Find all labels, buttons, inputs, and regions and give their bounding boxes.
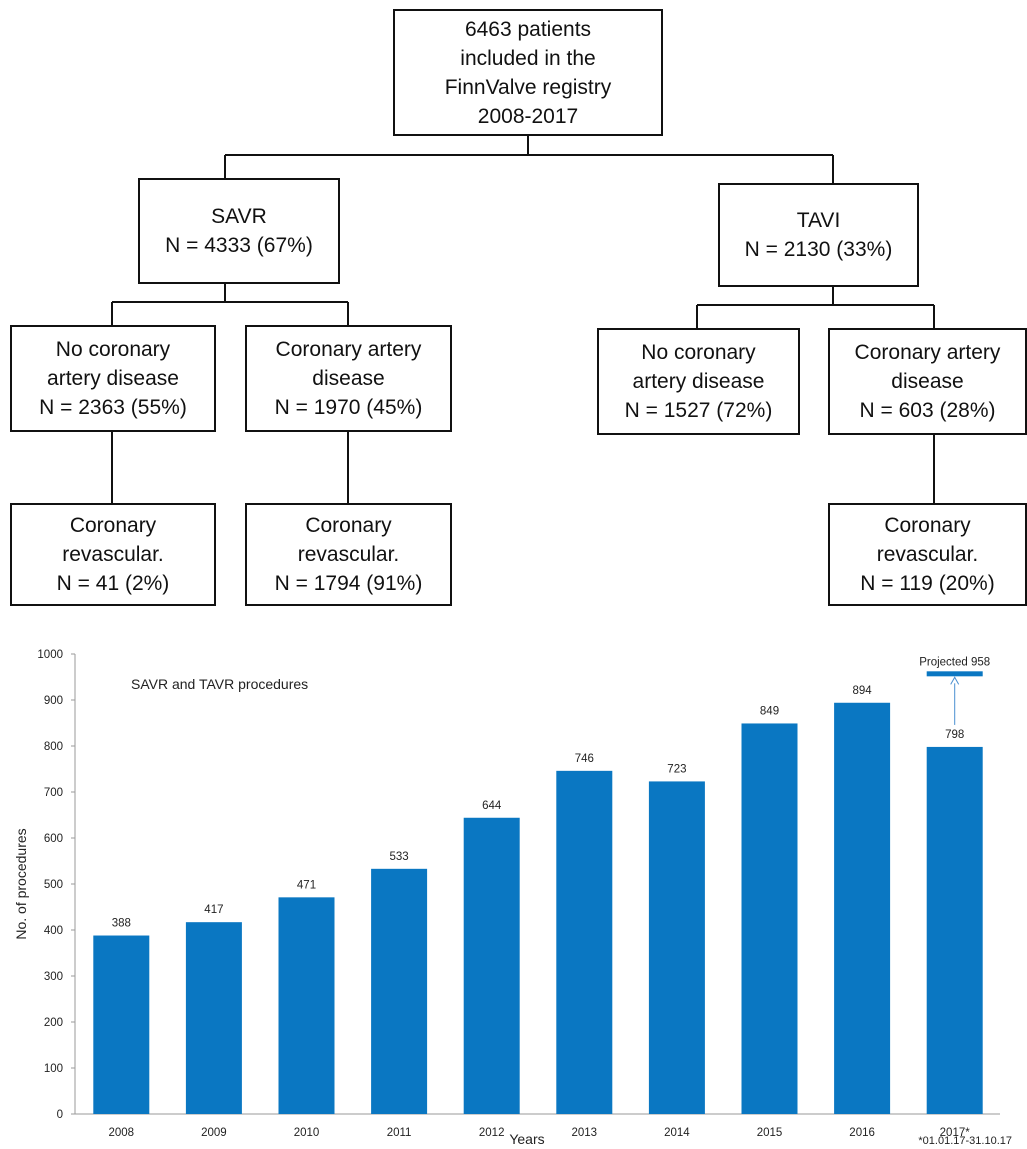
savr-box: SAVR N = 4333 (67%) — [138, 178, 340, 284]
savr-no-cad-line-1: No coronary — [55, 338, 171, 361]
savr-line-2: N = 4333 (67%) — [165, 234, 313, 257]
y-axis-title: No. of procedures — [13, 828, 29, 939]
x-axis-title: Years — [509, 1131, 544, 1147]
x-tick-label: 2015 — [757, 1127, 783, 1139]
bar-2013 — [556, 770, 613, 1114]
x-tick-label: 2013 — [572, 1127, 598, 1139]
root-line-2: included in the — [460, 46, 596, 70]
y-tick-label: 0 — [57, 1109, 63, 1121]
bar-2009 — [185, 922, 242, 1114]
tavi-no-cad-box: No coronary artery disease N = 1527 (72%… — [597, 328, 800, 435]
chart-title: SAVR and TAVR procedures — [131, 676, 308, 692]
y-tick-label: 500 — [44, 879, 63, 891]
savr-no-cad-line-3: N = 2363 (55%) — [39, 396, 187, 419]
tavi-cad-revasc-line-3: N = 119 (20%) — [860, 572, 995, 595]
savr-no-cad-revasc-line-1: Coronary — [69, 514, 157, 537]
savr-no-cad-revasc-box: Coronary revascular. N = 41 (2%) — [10, 503, 216, 606]
value-label: 894 — [853, 685, 873, 697]
x-tick-label: 2008 — [109, 1127, 135, 1139]
tavi-no-cad-line-1: No coronary — [641, 341, 756, 364]
bar-2014 — [648, 781, 705, 1114]
savr-cad-line-3: N = 1970 (45%) — [274, 396, 423, 419]
x-tick-label: 2017* — [940, 1127, 971, 1139]
x-tick-label: 2012 — [479, 1127, 505, 1139]
savr-no-cad-revasc-line-2: revascular. — [62, 543, 164, 566]
flowchart-connectors — [111, 136, 935, 503]
tavi-cad-box: Coronary artery disease N = 603 (28%) — [828, 328, 1027, 435]
savr-cad-box: Coronary artery disease N = 1970 (45%) — [245, 325, 452, 432]
chart-footnote: *01.01.17-31.10.17 — [918, 1135, 1012, 1147]
y-tick-label: 600 — [44, 833, 63, 845]
value-labels: 388 417 471 533 644 746 723 849 894 798 — [112, 685, 965, 930]
y-tick-label: 300 — [44, 971, 63, 983]
tavi-cad-line-1: Coronary artery — [854, 341, 1001, 364]
savr-cad-line-1: Coronary artery — [275, 338, 422, 361]
x-axis-ticks: 2008 2009 2010 2011 2012 2013 2014 2015 2016 2017… — [109, 1127, 971, 1139]
value-label: 644 — [482, 800, 502, 812]
projection-marker — [926, 671, 983, 677]
root-box: 6463 patients included in the FinnValve … — [393, 9, 663, 136]
procedures-bar-chart: 0 100 200 300 400 500 600 700 800 900 1000 388 417 4… — [13, 649, 1012, 1147]
tavi-cad-line-3: N = 603 (28%) — [859, 399, 996, 422]
value-label: 849 — [760, 705, 779, 717]
bar-2015 — [741, 723, 798, 1114]
tavi-cad-revasc-line-2: revascular. — [876, 543, 979, 566]
tavi-no-cad-line-3: N = 1527 (72%) — [624, 399, 773, 422]
value-label: 533 — [390, 851, 409, 863]
savr-cad-revasc-line-3: N = 1794 (91%) — [274, 572, 423, 595]
tavi-line-1: TAVI — [796, 209, 841, 232]
y-tick-label: 700 — [44, 787, 63, 799]
savr-no-cad-box: No coronary artery disease N = 2363 (55%… — [10, 325, 216, 432]
savr-cad-revasc-line-1: Coronary — [305, 514, 392, 537]
savr-cad-line-2: disease — [312, 367, 385, 390]
y-tick-label: 800 — [44, 741, 63, 753]
savr-cad-revasc-line-2: revascular. — [297, 543, 400, 566]
tavi-cad-revasc-box: Coronary revascular. N = 119 (20%) — [828, 503, 1027, 606]
y-tick-label: 900 — [44, 695, 63, 707]
value-label: 417 — [204, 904, 223, 916]
root-line-4: 2008-2017 — [477, 104, 579, 128]
projection-label: Projected 958 — [919, 656, 990, 668]
root-line-1: 6463 patients — [464, 17, 592, 41]
x-tick-label: 2009 — [201, 1127, 227, 1139]
bar-2011 — [371, 868, 428, 1114]
root-line-3: FinnValve registry — [444, 75, 612, 99]
tavi-box: TAVI N = 2130 (33%) — [718, 183, 919, 287]
bar-2010 — [278, 897, 335, 1114]
tavi-cad-line-2: disease — [891, 370, 964, 393]
projection-annotation: Projected 958 — [919, 656, 990, 725]
tavi-cad-revasc-line-1: Coronary — [884, 514, 971, 537]
savr-line-1: SAVR — [211, 205, 267, 228]
tavi-line-2: N = 2130 (33%) — [744, 238, 893, 261]
value-label: 798 — [945, 729, 964, 741]
savr-no-cad-line-2: artery disease — [47, 367, 179, 390]
value-label: 388 — [112, 918, 131, 930]
bar-2017 — [926, 746, 983, 1114]
savr-cad-revasc-box: Coronary revascular. N = 1794 (91%) — [245, 503, 452, 606]
savr-no-cad-revasc-line-3: N = 41 (2%) — [56, 572, 170, 595]
y-tick-label: 400 — [44, 925, 63, 937]
flowchart: 6463 patients included in the FinnValve … — [10, 9, 1027, 606]
projection-arrow-head — [950, 676, 960, 685]
y-axis-ticks: 0 100 200 300 400 500 600 700 800 900 1000 — [37, 649, 75, 1121]
x-tick-label: 2014 — [664, 1127, 690, 1139]
x-tick-label: 2010 — [294, 1127, 320, 1139]
value-label: 746 — [575, 753, 594, 765]
bar-2012 — [463, 817, 520, 1114]
y-tick-label: 100 — [44, 1063, 63, 1075]
value-label: 723 — [667, 763, 686, 775]
x-tick-label: 2011 — [387, 1127, 412, 1139]
bar-2008 — [93, 935, 150, 1114]
bars — [93, 702, 983, 1114]
value-label: 471 — [297, 879, 316, 891]
bar-2016 — [834, 702, 891, 1114]
tavi-no-cad-line-2: artery disease — [632, 370, 765, 393]
y-tick-label: 1000 — [37, 649, 63, 661]
x-tick-label: 2016 — [849, 1127, 875, 1139]
y-tick-label: 200 — [44, 1017, 63, 1029]
